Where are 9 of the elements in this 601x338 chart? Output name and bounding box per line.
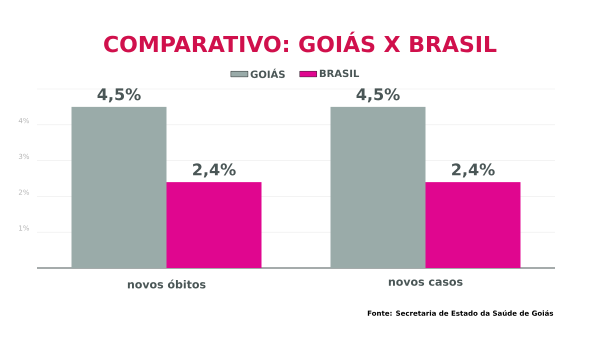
legend-label: GOIÁS: [250, 68, 285, 78]
legend-label: BRASIL: [320, 70, 360, 78]
x-tick-label: novos casos: [388, 280, 463, 286]
data-label: 2,4%: [452, 163, 495, 178]
chart-title: COMPARATIVO: GOIÁS X BRASIL: [104, 32, 496, 52]
data-label: 4,5%: [98, 88, 141, 102]
data-label: 4,5%: [356, 88, 400, 102]
data-label: 2,4%: [193, 163, 236, 178]
x-tick-label: novos óbitos: [128, 280, 206, 288]
